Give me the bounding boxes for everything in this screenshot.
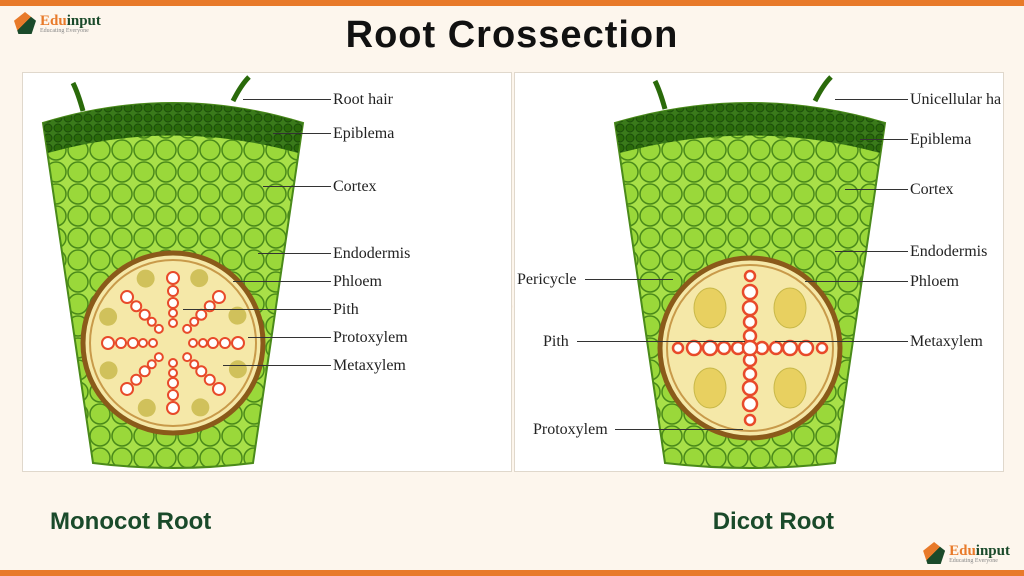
label-phloem: Phloem: [333, 273, 382, 291]
logo-icon: [923, 542, 945, 564]
label-phloem: Phloem: [910, 273, 959, 291]
logo-bottom-right: Eduinput Educating Everyone: [923, 542, 1010, 564]
label-metaxylem: Metaxylem: [910, 333, 983, 351]
label-endodermis: Endodermis: [333, 245, 410, 263]
dicot-panel: Unicellular ha Epiblema Cortex Endodermi…: [514, 72, 1004, 472]
label-pith: Pith: [543, 333, 569, 351]
dicot-diagram: [595, 73, 905, 473]
bottom-accent-bar: [0, 570, 1024, 576]
label-unicellular-hair: Unicellular ha: [910, 91, 1001, 109]
label-pericycle: Pericycle: [517, 271, 577, 289]
label-pith: Pith: [333, 301, 359, 319]
label-endodermis: Endodermis: [910, 243, 987, 261]
label-epiblema: Epiblema: [333, 125, 394, 143]
monocot-title: Monocot Root: [50, 508, 211, 536]
label-epiblema: Epiblema: [910, 131, 971, 149]
monocot-panel: Root hair Epiblema Cortex Endodermis Phl…: [22, 72, 512, 472]
label-protoxylem: Protoxylem: [333, 329, 408, 347]
label-root-hair: Root hair: [333, 91, 393, 109]
logo-text: Eduinput: [949, 543, 1010, 560]
dicot-title: Dicot Root: [713, 508, 834, 536]
label-metaxylem: Metaxylem: [333, 357, 406, 375]
top-accent-bar: [0, 0, 1024, 6]
label-cortex: Cortex: [910, 181, 954, 199]
page-title: Root Crossection: [0, 14, 1024, 57]
label-cortex: Cortex: [333, 178, 377, 196]
label-protoxylem: Protoxylem: [533, 421, 608, 439]
